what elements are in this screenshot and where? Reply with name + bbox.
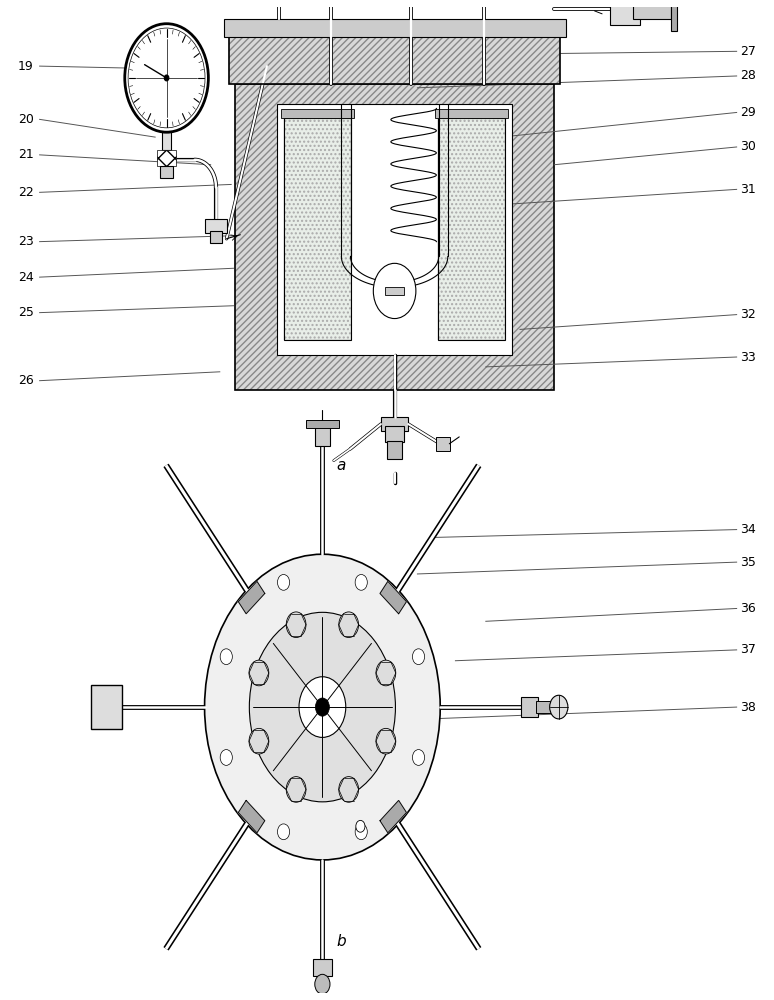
Bar — [610, 0, 640, 25]
Bar — [277, 104, 512, 355]
Text: 35: 35 — [741, 556, 756, 569]
Circle shape — [249, 612, 396, 802]
Circle shape — [249, 728, 269, 754]
Text: 36: 36 — [741, 602, 756, 615]
Circle shape — [220, 649, 232, 665]
Circle shape — [373, 263, 416, 319]
Circle shape — [164, 75, 169, 81]
Polygon shape — [380, 800, 406, 833]
Bar — [435, 109, 508, 118]
Bar — [659, 0, 690, 5]
Bar — [381, 417, 408, 431]
Circle shape — [299, 677, 346, 737]
Circle shape — [339, 777, 358, 802]
Circle shape — [413, 750, 425, 765]
Text: 26: 26 — [18, 374, 33, 387]
Text: 29: 29 — [741, 106, 756, 119]
Bar — [210, 231, 222, 243]
Bar — [671, 1, 677, 31]
Bar — [438, 118, 505, 340]
Bar — [437, 437, 450, 451]
Text: 23: 23 — [18, 235, 33, 248]
Bar — [91, 685, 122, 729]
Bar — [536, 701, 557, 713]
Bar — [159, 166, 173, 178]
Text: 30: 30 — [741, 140, 756, 153]
Bar — [385, 287, 404, 295]
Text: 31: 31 — [741, 183, 756, 196]
Bar — [315, 426, 330, 446]
Bar — [229, 37, 560, 84]
Text: 37: 37 — [741, 643, 756, 656]
Bar — [284, 118, 351, 340]
Bar — [235, 84, 554, 390]
Bar — [521, 697, 537, 717]
Bar — [235, 84, 554, 390]
Text: a: a — [337, 458, 346, 473]
Bar — [284, 118, 351, 340]
Text: 21: 21 — [18, 148, 33, 161]
Polygon shape — [380, 581, 406, 614]
Text: 24: 24 — [18, 271, 33, 284]
Bar — [387, 441, 402, 459]
Circle shape — [277, 574, 289, 590]
Text: 22: 22 — [18, 186, 33, 199]
Circle shape — [356, 820, 365, 832]
Text: 20: 20 — [18, 113, 33, 126]
Circle shape — [286, 777, 306, 802]
Circle shape — [355, 574, 368, 590]
Bar — [632, 0, 670, 19]
Text: 32: 32 — [741, 308, 756, 321]
Bar — [385, 426, 404, 442]
Circle shape — [376, 728, 396, 754]
Circle shape — [315, 698, 330, 716]
Circle shape — [204, 554, 440, 860]
Bar — [157, 150, 176, 166]
Circle shape — [286, 612, 306, 638]
Text: b: b — [337, 934, 346, 949]
Text: 38: 38 — [741, 701, 756, 714]
Bar — [438, 118, 505, 340]
Polygon shape — [238, 581, 265, 614]
Circle shape — [315, 974, 330, 994]
Bar — [162, 132, 171, 150]
Bar — [229, 37, 560, 84]
Circle shape — [550, 695, 568, 719]
Circle shape — [413, 649, 425, 665]
Polygon shape — [238, 800, 265, 833]
Text: 25: 25 — [18, 306, 33, 319]
Circle shape — [339, 612, 358, 638]
Bar — [281, 109, 354, 118]
Text: 33: 33 — [741, 351, 756, 364]
Text: 19: 19 — [18, 60, 33, 73]
Bar — [313, 959, 331, 976]
Text: 28: 28 — [741, 69, 756, 82]
Circle shape — [128, 28, 205, 128]
Circle shape — [376, 660, 396, 686]
Circle shape — [277, 824, 289, 840]
Text: 27: 27 — [741, 45, 756, 58]
Text: 34: 34 — [741, 523, 756, 536]
Circle shape — [355, 824, 368, 840]
Circle shape — [249, 660, 269, 686]
Circle shape — [125, 24, 208, 132]
Circle shape — [220, 750, 232, 765]
Bar — [205, 219, 227, 233]
Bar — [306, 420, 339, 428]
Bar — [224, 19, 566, 37]
